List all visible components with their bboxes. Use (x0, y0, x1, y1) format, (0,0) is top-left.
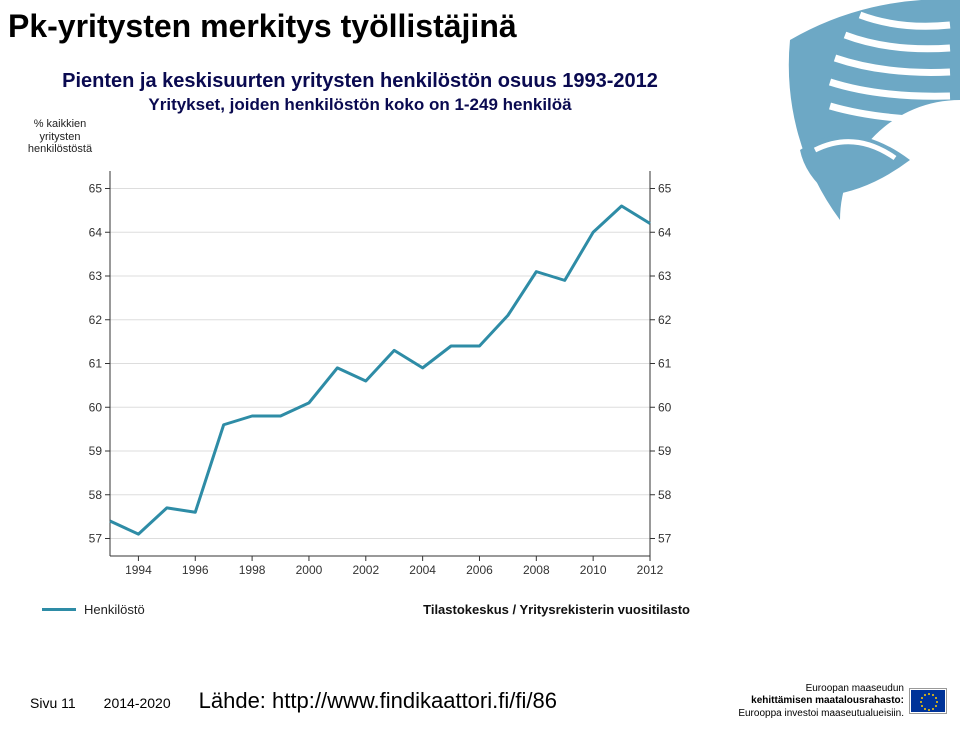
svg-text:2002: 2002 (352, 563, 379, 577)
svg-text:62: 62 (89, 313, 103, 327)
svg-text:60: 60 (658, 400, 672, 414)
svg-text:61: 61 (658, 357, 672, 371)
svg-text:2000: 2000 (296, 563, 323, 577)
legend-swatch (42, 608, 76, 611)
svg-text:1996: 1996 (182, 563, 209, 577)
fund-line2: kehittämisen maatalousrahasto: (738, 695, 904, 708)
svg-text:65: 65 (658, 182, 672, 196)
fund-text: Euroopan maaseudun kehittämisen maatalou… (738, 683, 904, 721)
chart-subtitle: Yritykset, joiden henkilöstön koko on 1-… (20, 95, 700, 115)
svg-text:59: 59 (89, 444, 103, 458)
chart-legend: Henkilöstö (42, 602, 145, 617)
svg-text:58: 58 (658, 488, 672, 502)
chart-container: Pienten ja keskisuurten yritysten henkil… (20, 70, 700, 115)
svg-text:2006: 2006 (466, 563, 493, 577)
svg-text:65: 65 (89, 182, 103, 196)
svg-text:64: 64 (89, 225, 103, 239)
footer-source-url: http://www.findikaattori.fi/fi/86 (272, 688, 557, 713)
chart-source: Tilastokeskus / Yritysrekisterin vuositi… (423, 602, 690, 617)
page-number: Sivu 11 (30, 695, 76, 711)
svg-text:64: 64 (658, 225, 672, 239)
svg-text:1994: 1994 (125, 563, 152, 577)
svg-text:2010: 2010 (580, 563, 607, 577)
page-title: Pk-yritysten merkitys työllistäjinä (8, 8, 517, 45)
svg-text:63: 63 (658, 269, 672, 283)
svg-text:2008: 2008 (523, 563, 550, 577)
footer-left: Sivu 11 2014-2020 Lähde: http://www.find… (30, 688, 557, 714)
logo (740, 0, 960, 220)
svg-text:58: 58 (89, 488, 103, 502)
footer-source-prefix: Lähde: (199, 688, 272, 713)
svg-text:2012: 2012 (637, 563, 664, 577)
svg-text:57: 57 (89, 532, 103, 546)
footer-source: Lähde: http://www.findikaattori.fi/fi/86 (199, 688, 557, 714)
chart-title: Pienten ja keskisuurten yritysten henkil… (20, 70, 700, 93)
svg-text:1998: 1998 (239, 563, 266, 577)
footer-period: 2014-2020 (104, 695, 171, 711)
svg-text:61: 61 (89, 357, 103, 371)
svg-text:2004: 2004 (409, 563, 436, 577)
fund-line1: Euroopan maaseudun (738, 683, 904, 696)
eu-flag-icon (910, 689, 946, 713)
legend-label: Henkilöstö (84, 602, 145, 617)
svg-text:59: 59 (658, 444, 672, 458)
svg-text:62: 62 (658, 313, 672, 327)
footer-right: Euroopan maaseudun kehittämisen maatalou… (738, 683, 946, 721)
y-axis-title: % kaikkien yritysten henkilöstöstä (20, 118, 100, 156)
svg-text:60: 60 (89, 400, 103, 414)
line-chart: 57 57 58 58 59 59 60 60 61 61 62 62 63 63 64 64 65 65 1994… (80, 166, 680, 586)
svg-text:63: 63 (89, 269, 103, 283)
fund-line3: Eurooppa investoi maaseutualueisiin. (738, 708, 904, 721)
svg-text:57: 57 (658, 532, 672, 546)
